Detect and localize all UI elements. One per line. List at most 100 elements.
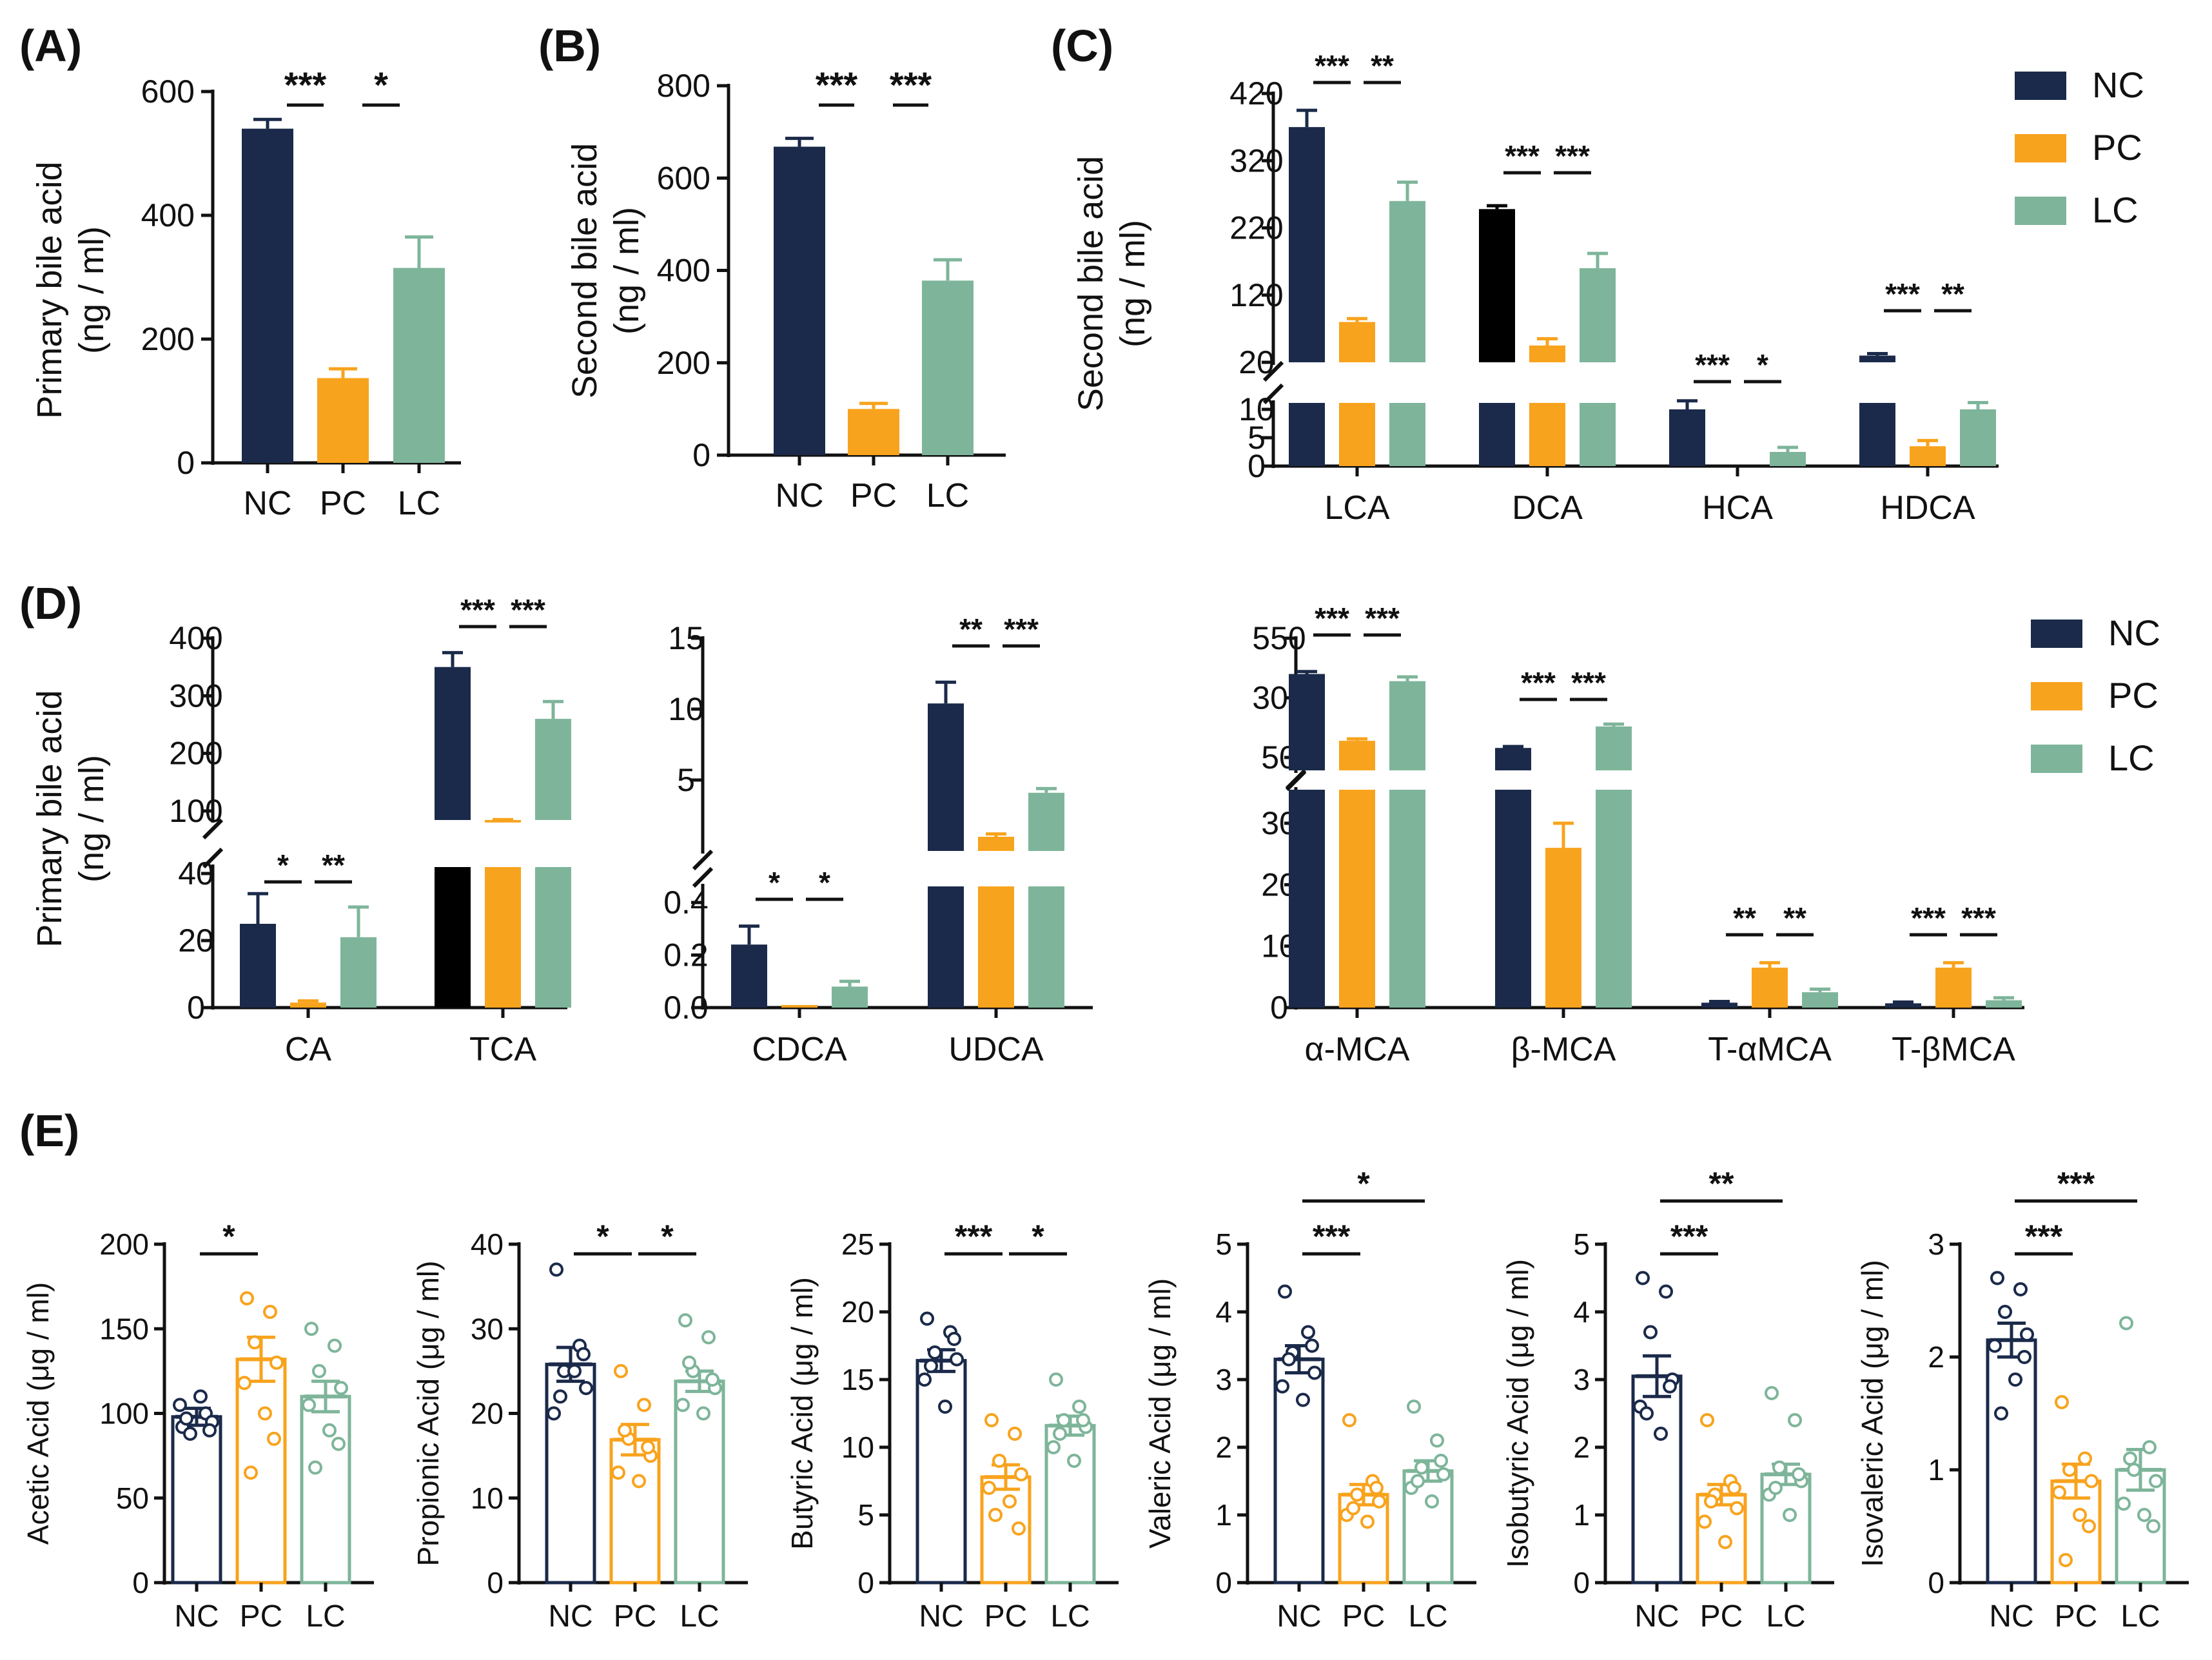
y-tick-label: 0 xyxy=(1928,1566,1944,1599)
y-tick-label: 30 xyxy=(471,1312,504,1345)
x-tick-label: PC xyxy=(1700,1599,1743,1634)
y-axis-label: Primary bile acid xyxy=(30,161,69,418)
data-point xyxy=(244,1465,258,1480)
significance-label: *** xyxy=(955,1218,993,1255)
legend-label-lc: LC xyxy=(2092,190,2139,230)
data-point xyxy=(696,1406,710,1421)
x-tick-label: T-βMCA xyxy=(1892,1031,2015,1068)
bar-lc-upper xyxy=(535,719,571,820)
data-point xyxy=(237,1376,251,1391)
panel-label: (E) xyxy=(19,1106,79,1156)
y-tick-label: 5 xyxy=(1573,1227,1590,1261)
y-tick-label: 600 xyxy=(657,160,710,196)
y-tick-label: 10 xyxy=(471,1481,504,1515)
x-tick-label: LC xyxy=(1408,1599,1447,1634)
y-tick-label: 800 xyxy=(657,68,710,104)
x-tick-label: LC xyxy=(1766,1599,1805,1634)
y-tick-label: 200 xyxy=(141,321,195,357)
data-point xyxy=(992,1454,1006,1468)
data-point xyxy=(308,1460,322,1475)
bar-lc-lower xyxy=(1389,403,1425,466)
bar-pc-lower xyxy=(1529,403,1565,466)
axis-break-mark xyxy=(1285,770,1307,792)
x-tick-label: PC xyxy=(850,477,897,514)
bar-nc xyxy=(240,924,276,1008)
data-point xyxy=(917,1372,932,1387)
x-tick-label: PC xyxy=(2055,1599,2098,1634)
significance-label: *** xyxy=(2057,1166,2095,1202)
panel-label: (D) xyxy=(19,578,82,629)
axis-break-mark xyxy=(202,847,224,869)
y-tick-label: 40 xyxy=(471,1227,504,1261)
y-axis-label: Propionic Acid (μg / ml) xyxy=(411,1261,445,1567)
bar-pc xyxy=(290,1002,326,1008)
data-point xyxy=(947,1332,961,1346)
bar-nc xyxy=(1885,1003,1921,1008)
significance-label: *** xyxy=(1571,666,1606,699)
significance-label: * xyxy=(596,1218,609,1255)
bar-lc xyxy=(1960,409,1996,466)
y-tick-label: 320 xyxy=(1229,142,1283,179)
x-tick-label: HDCA xyxy=(1880,489,1975,527)
x-tick-label: NC xyxy=(1634,1599,1679,1634)
significance-label: *** xyxy=(1885,277,1920,311)
data-point xyxy=(1407,1400,1421,1414)
bar-lc-lower xyxy=(1596,790,1632,1008)
x-tick-label: NC xyxy=(1277,1599,1321,1634)
bar-nc-upper xyxy=(1289,127,1325,362)
significance-label: *** xyxy=(511,593,545,627)
y-tick-label: 20 xyxy=(841,1295,874,1329)
data-point xyxy=(1698,1514,1712,1529)
bar-lc-upper xyxy=(1028,792,1064,851)
x-tick-label: NC xyxy=(548,1599,592,1634)
data-point xyxy=(1772,1460,1786,1475)
data-point xyxy=(1643,1325,1658,1340)
bar-nc xyxy=(915,1359,967,1585)
significance-label: ** xyxy=(1941,277,1964,311)
y-tick-label: 2 xyxy=(1215,1431,1232,1464)
x-tick-label: PC xyxy=(240,1599,283,1634)
bar-lc-lower xyxy=(535,867,571,1008)
bar-pc-upper xyxy=(1339,741,1375,770)
y-axis-label: Second bile acid xyxy=(1072,156,1110,411)
bar-lc-lower xyxy=(1028,886,1064,1008)
panel-label: (A) xyxy=(19,21,82,71)
bar-pc xyxy=(317,378,369,463)
significance-label: ** xyxy=(959,612,983,646)
data-point xyxy=(1411,1474,1425,1489)
bar-nc-lower xyxy=(1859,403,1895,466)
data-point xyxy=(1350,1487,1364,1502)
bar-lc xyxy=(1770,452,1806,466)
data-point xyxy=(1639,1406,1654,1421)
y-axis-unit-label: (ng / ml) xyxy=(1113,220,1152,347)
data-point xyxy=(312,1363,326,1378)
x-tick-label: NC xyxy=(174,1599,219,1634)
data-point xyxy=(302,1398,316,1412)
data-point xyxy=(263,1305,277,1319)
data-point xyxy=(328,1338,342,1353)
bar-nc xyxy=(242,128,293,464)
bar-pc-upper xyxy=(1339,322,1375,362)
significance-label: *** xyxy=(1313,1218,1351,1255)
y-tick-label: 50 xyxy=(116,1481,149,1515)
legend-label-nc: NC xyxy=(2108,612,2160,653)
data-point xyxy=(1718,1535,1732,1549)
bar-nc-upper xyxy=(928,703,964,851)
bar-nc xyxy=(731,944,767,1008)
y-tick-label: 3 xyxy=(1928,1227,1944,1261)
data-point xyxy=(2020,1327,2034,1342)
bar-nc-upper xyxy=(1289,674,1325,770)
bar-pc xyxy=(1545,848,1581,1008)
x-tick-label: NC xyxy=(919,1599,963,1634)
y-axis-label: Valeric Acid (μg / ml) xyxy=(1143,1278,1177,1548)
y-tick-label: 20 xyxy=(1238,344,1275,380)
bar-nc-lower xyxy=(435,867,471,1008)
significance-label: *** xyxy=(1004,612,1039,646)
y-tick-label: 0.4 xyxy=(663,884,709,921)
data-point xyxy=(2062,1463,2077,1477)
data-point xyxy=(614,1363,628,1378)
y-tick-label: 3 xyxy=(1215,1363,1232,1396)
bar-nc-upper xyxy=(1479,209,1515,362)
bar-nc-upper xyxy=(435,667,471,820)
data-point xyxy=(1704,1494,1718,1509)
